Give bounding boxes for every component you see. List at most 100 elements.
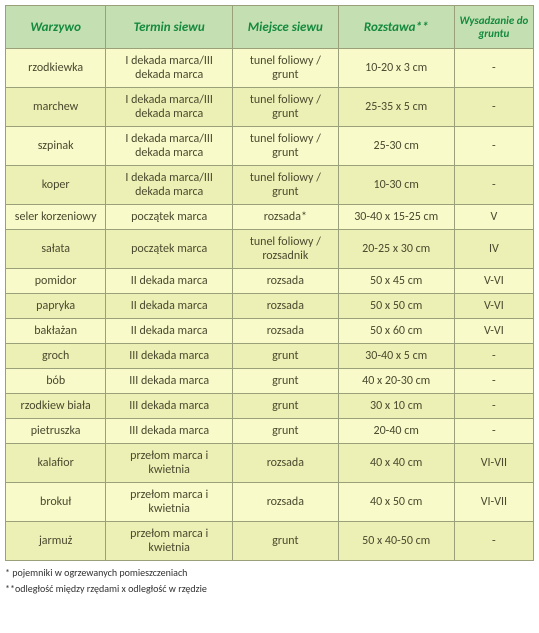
table-cell: 50 x 40-50 cm (338, 522, 454, 561)
table-cell: przełom marca i kwietnia (106, 483, 233, 522)
table-cell: grunt (233, 522, 339, 561)
table-cell: - (454, 166, 533, 205)
table-cell: VI-VII (454, 483, 533, 522)
table-cell: 30-40 x 15-25 cm (338, 205, 454, 230)
table-cell: I dekada marca/III dekada marca (106, 49, 233, 88)
table-cell: 40 x 20-30 cm (338, 369, 454, 394)
table-cell: bób (6, 369, 106, 394)
header-transplant: Wysadzanie do gruntu (454, 6, 533, 49)
table-cell: 30 x 10 cm (338, 394, 454, 419)
table-cell: - (454, 344, 533, 369)
table-cell: tunel foliowy / grunt (233, 127, 339, 166)
table-cell: grunt (233, 394, 339, 419)
table-cell: brokuł (6, 483, 106, 522)
header-spacing: Rozstawa** (338, 6, 454, 49)
table-cell: 10-20 x 3 cm (338, 49, 454, 88)
table-cell: I dekada marca/III dekada marca (106, 88, 233, 127)
table-row: bakłażanII dekada marcarozsada50 x 60 cm… (6, 319, 534, 344)
table-cell: I dekada marca/III dekada marca (106, 127, 233, 166)
header-sowing-place: Miejsce siewu (233, 6, 339, 49)
table-row: grochIII dekada marcagrunt30-40 x 5 cm- (6, 344, 534, 369)
table-cell: rozsada (233, 444, 339, 483)
footnote-2: **odległość między rzędami x odległość w… (5, 581, 534, 597)
table-cell: 25-30 cm (338, 127, 454, 166)
table-cell: grunt (233, 369, 339, 394)
table-cell: III dekada marca (106, 344, 233, 369)
table-cell: V (454, 205, 533, 230)
table-cell: - (454, 127, 533, 166)
table-row: jarmużprzełom marca i kwietniagrunt50 x … (6, 522, 534, 561)
table-cell: 40 x 40 cm (338, 444, 454, 483)
table-cell: rozsada (233, 319, 339, 344)
table-cell: rozsada (233, 294, 339, 319)
table-cell: II dekada marca (106, 269, 233, 294)
table-cell: 30-40 x 5 cm (338, 344, 454, 369)
table-cell: rozsada (233, 483, 339, 522)
table-cell: - (454, 419, 533, 444)
table-cell: - (454, 88, 533, 127)
header-row: Warzywo Termin siewu Miejsce siewu Rozst… (6, 6, 534, 49)
table-row: rzodkiew białaIII dekada marcagrunt30 x … (6, 394, 534, 419)
table-row: sałatapoczątek marcatunel foliowy / rozs… (6, 230, 534, 269)
table-row: szpinakI dekada marca/III dekada marcatu… (6, 127, 534, 166)
table-cell: jarmuż (6, 522, 106, 561)
table-cell: I dekada marca/III dekada marca (106, 166, 233, 205)
footnote-1: * pojemniki w ogrzewanych pomieszczeniac… (5, 565, 534, 581)
table-cell: przełom marca i kwietnia (106, 444, 233, 483)
table-cell: tunel foliowy / grunt (233, 49, 339, 88)
table-row: bóbIII dekada marcagrunt40 x 20-30 cm- (6, 369, 534, 394)
table-cell: V-VI (454, 269, 533, 294)
table-row: seler korzeniowypoczątek marcarozsada*30… (6, 205, 534, 230)
table-cell: grunt (233, 344, 339, 369)
table-cell: rzodkiew biała (6, 394, 106, 419)
table-cell: rzodkiewka (6, 49, 106, 88)
table-cell: V-VI (454, 294, 533, 319)
table-row: marchewI dekada marca/III dekada marcatu… (6, 88, 534, 127)
table-cell: 20-25 x 30 cm (338, 230, 454, 269)
table-cell: marchew (6, 88, 106, 127)
table-cell: V-VI (454, 319, 533, 344)
table-row: koperI dekada marca/III dekada marcatune… (6, 166, 534, 205)
table-cell: sałata (6, 230, 106, 269)
table-cell: koper (6, 166, 106, 205)
table-cell: 25-35 x 5 cm (338, 88, 454, 127)
table-cell: szpinak (6, 127, 106, 166)
header-vegetable: Warzywo (6, 6, 106, 49)
table-row: paprykaII dekada marcarozsada50 x 50 cmV… (6, 294, 534, 319)
table-cell: tunel foliowy / grunt (233, 166, 339, 205)
table-cell: III dekada marca (106, 419, 233, 444)
table-cell: przełom marca i kwietnia (106, 522, 233, 561)
table-cell: III dekada marca (106, 369, 233, 394)
table-cell: 50 x 50 cm (338, 294, 454, 319)
table-cell: 40 x 50 cm (338, 483, 454, 522)
table-row: kalafiorprzełom marca i kwietniarozsada4… (6, 444, 534, 483)
table-cell: pomidor (6, 269, 106, 294)
table-cell: - (454, 369, 533, 394)
table-cell: grunt (233, 419, 339, 444)
sowing-table: Warzywo Termin siewu Miejsce siewu Rozst… (5, 5, 534, 561)
table-cell: 50 x 45 cm (338, 269, 454, 294)
table-cell: IV (454, 230, 533, 269)
table-cell: bakłażan (6, 319, 106, 344)
table-cell: rozsada* (233, 205, 339, 230)
table-cell: tunel foliowy / grunt (233, 88, 339, 127)
table-row: rzodkiewkaI dekada marca/III dekada marc… (6, 49, 534, 88)
table-cell: początek marca (106, 205, 233, 230)
table-row: pietruszkaIII dekada marcagrunt20-40 cm- (6, 419, 534, 444)
header-sowing-date: Termin siewu (106, 6, 233, 49)
table-cell: rozsada (233, 269, 339, 294)
table-row: pomidorII dekada marcarozsada50 x 45 cmV… (6, 269, 534, 294)
table-cell: 20-40 cm (338, 419, 454, 444)
table-cell: kalafior (6, 444, 106, 483)
table-cell: początek marca (106, 230, 233, 269)
table-cell: - (454, 49, 533, 88)
footnotes: * pojemniki w ogrzewanych pomieszczeniac… (5, 565, 534, 597)
table-cell: pietruszka (6, 419, 106, 444)
table-cell: II dekada marca (106, 294, 233, 319)
table-cell: III dekada marca (106, 394, 233, 419)
table-cell: VI-VII (454, 444, 533, 483)
table-cell: tunel foliowy / rozsadnik (233, 230, 339, 269)
table-cell: - (454, 394, 533, 419)
table-cell: groch (6, 344, 106, 369)
table-row: brokułprzełom marca i kwietniarozsada40 … (6, 483, 534, 522)
